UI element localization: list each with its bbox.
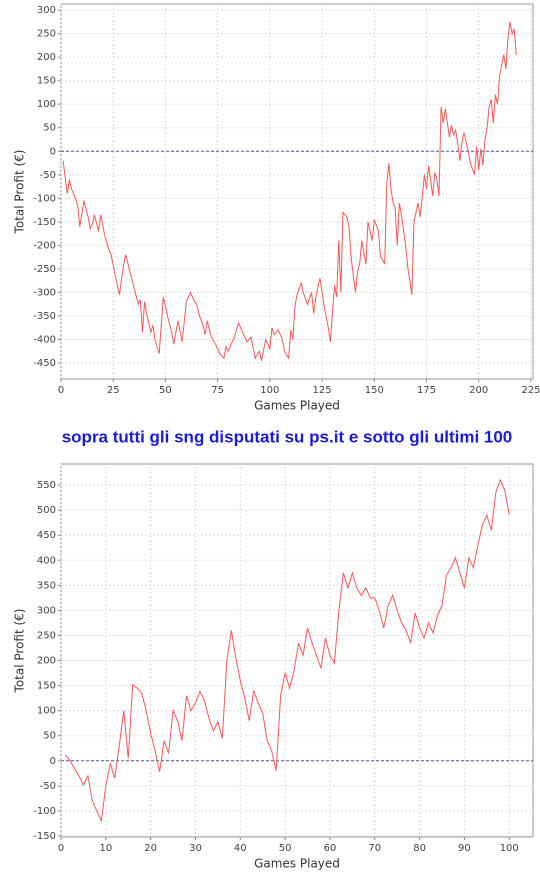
y-tick-label: -450 [33, 358, 56, 369]
x-tick-label: 10 [99, 843, 112, 854]
x-tick-label: 175 [417, 385, 436, 396]
x-tick-label: 70 [368, 843, 381, 854]
x-tick-label: 80 [413, 843, 426, 854]
y-tick-label: 350 [37, 580, 56, 591]
y-tick-label: 450 [37, 530, 56, 541]
x-axis-label: Games Played [254, 399, 340, 413]
x-tick-label: 50 [159, 385, 172, 396]
x-tick-label: 100 [260, 385, 279, 396]
y-tick-label: 100 [37, 99, 56, 110]
x-tick-label: 100 [500, 843, 519, 854]
x-tick-label: 90 [458, 843, 471, 854]
x-tick-label: 75 [211, 385, 224, 396]
y-tick-label: 0 [50, 756, 56, 767]
x-tick-label: 20 [144, 843, 157, 854]
y-tick-label: -300 [33, 287, 56, 298]
y-tick-label: 0 [50, 146, 56, 157]
y-tick-label: 300 [37, 5, 56, 16]
x-tick-label: 30 [189, 843, 202, 854]
y-tick-label: 550 [37, 480, 56, 491]
y-tick-label: 250 [37, 29, 56, 40]
y-tick-label: 50 [43, 731, 56, 742]
y-tick-label: 100 [37, 706, 56, 717]
y-tick-label: -250 [33, 264, 56, 275]
x-tick-label: 60 [324, 843, 337, 854]
y-tick-label: -150 [33, 217, 56, 228]
caption: sopra tutti gli sng disputati su ps.it e… [62, 427, 513, 446]
y-tick-label: 500 [37, 505, 56, 516]
x-tick-label: 125 [313, 385, 332, 396]
x-tick-label: 25 [107, 385, 120, 396]
y-tick-label: -350 [33, 311, 56, 322]
y-tick-label: 250 [37, 630, 56, 641]
x-tick-label: 200 [469, 385, 488, 396]
x-tick-label: 50 [279, 843, 292, 854]
x-tick-label: 0 [58, 385, 64, 396]
y-tick-label: -150 [33, 831, 56, 842]
y-axis-label: Total Profit (€) [13, 609, 27, 694]
y-tick-label: 150 [37, 681, 56, 692]
y-tick-label: -50 [40, 170, 56, 181]
y-tick-label: -200 [33, 240, 56, 251]
x-tick-label: 225 [521, 385, 540, 396]
x-tick-label: 0 [58, 843, 64, 854]
y-tick-label: 200 [37, 656, 56, 667]
y-tick-label: 400 [37, 555, 56, 566]
y-tick-label: 150 [37, 76, 56, 87]
profit-line [62, 21, 517, 361]
profit-line [65, 478, 510, 823]
y-tick-label: -50 [40, 781, 56, 792]
y-tick-label: 200 [37, 52, 56, 63]
y-tick-label: -100 [33, 193, 56, 204]
x-tick-label: 150 [365, 385, 384, 396]
plot-area [60, 3, 534, 380]
y-tick-label: 300 [37, 605, 56, 616]
y-tick-label: -400 [33, 334, 56, 345]
y-axis-label: Total Profit (€) [13, 150, 27, 235]
x-tick-label: 40 [234, 843, 247, 854]
y-tick-label: 50 [43, 123, 56, 134]
y-tick-label: -100 [33, 806, 56, 817]
x-axis-label: Games Played [254, 857, 340, 871]
